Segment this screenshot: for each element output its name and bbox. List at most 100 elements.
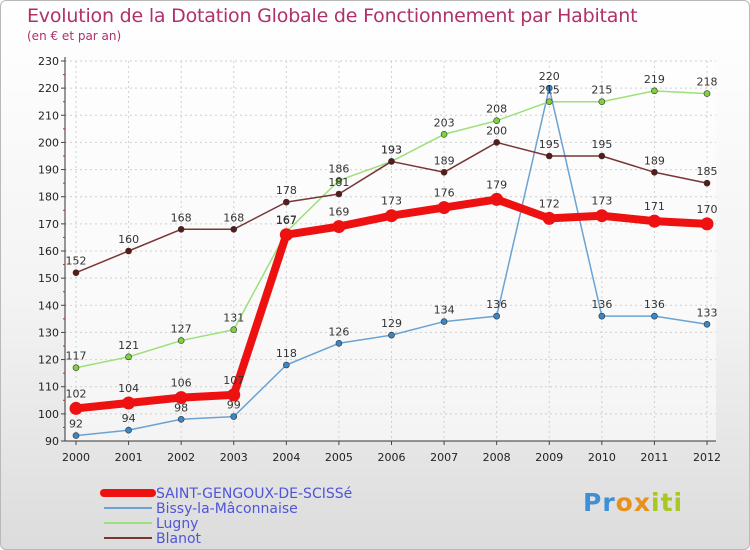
legend-label-0: SAINT-GENGOUX-DE-SCISSé xyxy=(156,486,352,502)
series-2-point xyxy=(335,177,343,184)
series-2-point xyxy=(545,98,553,106)
y-tick-label: 100 xyxy=(38,408,59,421)
series-3-point xyxy=(651,168,658,176)
series-0-data-label: 104 xyxy=(118,382,139,395)
logo-letter: t xyxy=(660,488,674,517)
series-3-point xyxy=(177,225,185,233)
series-1-data-label: 92 xyxy=(69,418,83,431)
x-tick-label: 2008 xyxy=(483,451,511,464)
series-2-point xyxy=(177,337,185,344)
series-1-point xyxy=(545,84,553,92)
series-2-point xyxy=(230,326,238,334)
series-1-point xyxy=(440,318,448,325)
series-1-point xyxy=(177,415,185,423)
series-1-data-label: 136 xyxy=(644,298,665,311)
series-1-point xyxy=(493,312,500,320)
series-0-data-label: 102 xyxy=(66,387,87,400)
series-3-point xyxy=(703,179,711,187)
series-group xyxy=(69,84,714,439)
series-0-data-label: 170 xyxy=(697,203,718,216)
series-3-data-label: 200 xyxy=(486,124,507,137)
y-tick-label: 180 xyxy=(38,191,59,204)
x-tick-label: 2002 xyxy=(167,451,195,464)
series-2-point xyxy=(440,130,448,138)
series-1-data-label: 98 xyxy=(174,401,188,414)
logo-letter: P xyxy=(583,488,603,517)
series-1-data-label: 136 xyxy=(486,298,507,311)
series-3-point xyxy=(230,225,238,233)
series-3-point xyxy=(493,139,500,146)
series-1-data-label: 126 xyxy=(328,325,349,338)
logo-letter: r xyxy=(602,488,616,517)
x-tick-label: 2000 xyxy=(62,451,90,464)
y-tick-label: 160 xyxy=(38,245,59,258)
x-axis-ticks: 2000 2001 2002 2003 2004 2005 2006 2007 2008 2009… xyxy=(62,441,721,464)
series-2-data-label: 167 xyxy=(276,214,297,227)
x-tick-label: 2011 xyxy=(640,451,668,464)
series-2-point xyxy=(493,117,500,125)
series-0-point xyxy=(227,388,241,402)
series-1-data-label: 129 xyxy=(381,317,402,330)
x-tick-label: 2001 xyxy=(115,451,143,464)
series-0-point xyxy=(542,211,556,225)
series-3-data-label: 195 xyxy=(539,138,560,151)
series-3-data-label: 185 xyxy=(697,165,718,178)
series-3-data-label: 160 xyxy=(118,233,139,246)
series-1-point xyxy=(72,432,80,439)
series-3-data-label: 195 xyxy=(591,138,612,151)
series-1-data-label: 94 xyxy=(122,412,136,425)
series-2-data-label: 127 xyxy=(171,323,192,336)
series-1-point xyxy=(703,320,711,328)
y-tick-label: 220 xyxy=(38,82,59,95)
logo-letter: o xyxy=(615,488,634,517)
series-0-point xyxy=(69,401,83,415)
series-0-data-label: 172 xyxy=(539,197,560,210)
series-3-data-label: 178 xyxy=(276,184,297,197)
y-tick-label: 210 xyxy=(38,109,59,122)
series-2-point xyxy=(703,90,711,97)
series-1-point xyxy=(335,339,343,347)
y-tick-label: 200 xyxy=(38,136,59,149)
series-0-data-label: 179 xyxy=(486,178,507,191)
series-1-point xyxy=(651,312,658,320)
series-2-point xyxy=(598,98,606,106)
x-tick-label: 2005 xyxy=(325,451,353,464)
series-3-data-label: 181 xyxy=(328,176,349,189)
series-0-point xyxy=(700,217,714,231)
series-2-data-label: 219 xyxy=(644,73,665,86)
series-1-point xyxy=(283,361,290,369)
series-0-point xyxy=(490,192,504,206)
legend-label-1: Bissy-la-Mâconnaise xyxy=(156,501,298,517)
series-0-point xyxy=(332,220,346,234)
series-1-data-label: 133 xyxy=(697,306,718,319)
series-3-point xyxy=(598,152,606,160)
series-2-point xyxy=(72,364,80,372)
series-1-data-label: 136 xyxy=(591,298,612,311)
series-2-data-label: 208 xyxy=(486,103,507,116)
y-tick-label: 120 xyxy=(38,354,59,367)
y-tick-label: 230 xyxy=(38,55,59,68)
series-0-point xyxy=(647,214,661,228)
series-0-data-label: 106 xyxy=(171,377,192,390)
x-tick-label: 2012 xyxy=(693,451,721,464)
series-2-data-label: 203 xyxy=(434,116,455,129)
series-0-point xyxy=(385,209,398,223)
series-3-data-label: 152 xyxy=(66,255,87,268)
x-tick-label: 2007 xyxy=(430,451,458,464)
series-0-data-label: 173 xyxy=(591,195,612,208)
series-2-data-label: 193 xyxy=(381,143,402,156)
chart-title: Evolution de la Dotation Globale de Fonc… xyxy=(27,5,638,27)
y-tick-label: 90 xyxy=(45,435,59,448)
series-3-point xyxy=(283,198,290,206)
series-0-data-label: 107 xyxy=(223,374,244,387)
series-2-point xyxy=(125,353,132,361)
y-tick-label: 130 xyxy=(38,326,59,339)
series-2-data-label: 117 xyxy=(66,350,87,363)
logo-letter: i xyxy=(651,488,661,517)
series-0-data-label: 173 xyxy=(381,195,402,208)
series-1-point xyxy=(388,331,395,339)
series-0-point xyxy=(174,391,188,405)
series-1-data-label: 99 xyxy=(227,399,241,412)
